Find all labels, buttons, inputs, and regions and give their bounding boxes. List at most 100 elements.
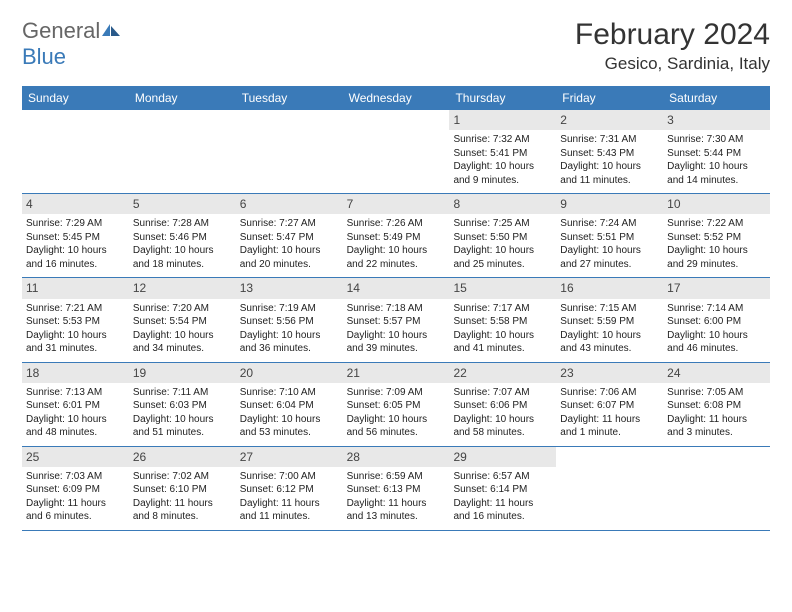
sunset-text: Sunset: 5:49 PM — [347, 231, 446, 245]
sunset-text: Sunset: 5:50 PM — [453, 231, 552, 245]
day-number: 10 — [663, 194, 770, 214]
daylight-text: Daylight: 10 hours and 18 minutes. — [133, 244, 232, 271]
sunrise-text: Sunrise: 7:15 AM — [560, 302, 659, 316]
daylight-text: Daylight: 10 hours and 16 minutes. — [26, 244, 125, 271]
brand-part2: Blue — [22, 44, 66, 69]
sunrise-text: Sunrise: 7:09 AM — [347, 386, 446, 400]
daylight-text: Daylight: 10 hours and 46 minutes. — [667, 329, 766, 356]
sunrise-text: Sunrise: 7:00 AM — [240, 470, 339, 484]
daylight-text: Daylight: 11 hours and 13 minutes. — [347, 497, 446, 524]
day-header: Monday — [129, 86, 236, 110]
daylight-text: Daylight: 10 hours and 25 minutes. — [453, 244, 552, 271]
daylight-text: Daylight: 10 hours and 39 minutes. — [347, 329, 446, 356]
daylight-text: Daylight: 10 hours and 48 minutes. — [26, 413, 125, 440]
calendar-week: 18Sunrise: 7:13 AMSunset: 6:01 PMDayligh… — [22, 363, 770, 447]
daylight-text: Daylight: 10 hours and 56 minutes. — [347, 413, 446, 440]
calendar-body: 1Sunrise: 7:32 AMSunset: 5:41 PMDaylight… — [22, 110, 770, 531]
sunset-text: Sunset: 6:04 PM — [240, 399, 339, 413]
day-number: 27 — [236, 447, 343, 467]
daylight-text: Daylight: 10 hours and 43 minutes. — [560, 329, 659, 356]
sunset-text: Sunset: 6:00 PM — [667, 315, 766, 329]
sunrise-text: Sunrise: 7:10 AM — [240, 386, 339, 400]
sunset-text: Sunset: 6:13 PM — [347, 483, 446, 497]
day-number: 13 — [236, 278, 343, 298]
day-header: Saturday — [663, 86, 770, 110]
sunset-text: Sunset: 6:06 PM — [453, 399, 552, 413]
calendar-day: 27Sunrise: 7:00 AMSunset: 6:12 PMDayligh… — [236, 447, 343, 530]
calendar-day: 14Sunrise: 7:18 AMSunset: 5:57 PMDayligh… — [343, 278, 450, 361]
sunset-text: Sunset: 6:09 PM — [26, 483, 125, 497]
sunrise-text: Sunrise: 7:25 AM — [453, 217, 552, 231]
calendar-day — [663, 447, 770, 530]
calendar-day: 23Sunrise: 7:06 AMSunset: 6:07 PMDayligh… — [556, 363, 663, 446]
calendar-day: 18Sunrise: 7:13 AMSunset: 6:01 PMDayligh… — [22, 363, 129, 446]
calendar-day: 2 Sunrise: 7:31 AMSunset: 5:43 PMDaylight… — [556, 110, 663, 193]
day-number: 19 — [129, 363, 236, 383]
day-number: 15 — [449, 278, 556, 298]
daylight-text: Daylight: 10 hours and 22 minutes. — [347, 244, 446, 271]
sunrise-text: Sunrise: 7:31 AM — [560, 133, 659, 147]
day-number: 4 — [22, 194, 129, 214]
sunset-text: Sunset: 6:08 PM — [667, 399, 766, 413]
daylight-text: Daylight: 10 hours and 11 minutes. — [560, 160, 659, 187]
calendar-day: 1Sunrise: 7:32 AMSunset: 5:41 PMDaylight… — [449, 110, 556, 193]
sunset-text: Sunset: 6:05 PM — [347, 399, 446, 413]
daylight-text: Daylight: 10 hours and 58 minutes. — [453, 413, 552, 440]
calendar-day: 21 Sunrise: 7:09 AMSunset: 6:05 PMDayligh… — [343, 363, 450, 446]
sunrise-text: Sunrise: 7:24 AM — [560, 217, 659, 231]
day-number: 28 — [343, 447, 450, 467]
sunset-text: Sunset: 5:43 PM — [560, 147, 659, 161]
calendar-day: 19Sunrise: 7:11 AMSunset: 6:03 PMDayligh… — [129, 363, 236, 446]
daylight-text: Daylight: 11 hours and 1 minute. — [560, 413, 659, 440]
sunrise-text: Sunrise: 7:30 AM — [667, 133, 766, 147]
brand-sail-icon — [100, 18, 122, 34]
daylight-text: Daylight: 11 hours and 11 minutes. — [240, 497, 339, 524]
daylight-text: Daylight: 10 hours and 51 minutes. — [133, 413, 232, 440]
calendar-day: 20Sunrise: 7:10 AMSunset: 6:04 PMDayligh… — [236, 363, 343, 446]
sunrise-text: Sunrise: 7:21 AM — [26, 302, 125, 316]
sunset-text: Sunset: 5:59 PM — [560, 315, 659, 329]
calendar-day: 24 Sunrise: 7:05 AMSunset: 6:08 PMDayligh… — [663, 363, 770, 446]
calendar-day: 9Sunrise: 7:24 AMSunset: 5:51 PMDaylight… — [556, 194, 663, 277]
calendar-day: 26Sunrise: 7:02 AMSunset: 6:10 PMDayligh… — [129, 447, 236, 530]
daylight-text: Daylight: 11 hours and 6 minutes. — [26, 497, 125, 524]
calendar-day: 7Sunrise: 7:26 AMSunset: 5:49 PMDaylight… — [343, 194, 450, 277]
day-number: 21 — [343, 363, 450, 383]
sunrise-text: Sunrise: 7:26 AM — [347, 217, 446, 231]
day-number: 29 — [449, 447, 556, 467]
title-block: February 2024 Gesico, Sardinia, Italy — [575, 18, 770, 74]
sunrise-text: Sunrise: 7:19 AM — [240, 302, 339, 316]
sunset-text: Sunset: 5:54 PM — [133, 315, 232, 329]
sunrise-text: Sunrise: 7:05 AM — [667, 386, 766, 400]
sunrise-text: Sunrise: 7:29 AM — [26, 217, 125, 231]
daylight-text: Daylight: 11 hours and 3 minutes. — [667, 413, 766, 440]
sunrise-text: Sunrise: 6:57 AM — [453, 470, 552, 484]
day-number: 8 — [449, 194, 556, 214]
sunrise-text: Sunrise: 7:20 AM — [133, 302, 232, 316]
sunset-text: Sunset: 6:01 PM — [26, 399, 125, 413]
day-header: Friday — [556, 86, 663, 110]
calendar-day — [556, 447, 663, 530]
calendar-day: 16Sunrise: 7:15 AMSunset: 5:59 PMDayligh… — [556, 278, 663, 361]
day-number: 11 — [22, 278, 129, 298]
sunrise-text: Sunrise: 7:28 AM — [133, 217, 232, 231]
day-header: Thursday — [449, 86, 556, 110]
calendar-week: 25Sunrise: 7:03 AMSunset: 6:09 PMDayligh… — [22, 447, 770, 531]
day-header: Tuesday — [236, 86, 343, 110]
daylight-text: Daylight: 10 hours and 53 minutes. — [240, 413, 339, 440]
sunset-text: Sunset: 5:57 PM — [347, 315, 446, 329]
calendar-week: 1Sunrise: 7:32 AMSunset: 5:41 PMDaylight… — [22, 110, 770, 194]
sunset-text: Sunset: 5:56 PM — [240, 315, 339, 329]
brand-part1: General — [22, 18, 100, 43]
calendar-week: 4Sunrise: 7:29 AMSunset: 5:45 PMDaylight… — [22, 194, 770, 278]
day-number: 24 — [663, 363, 770, 383]
day-number: 6 — [236, 194, 343, 214]
sunset-text: Sunset: 5:51 PM — [560, 231, 659, 245]
calendar-day: 11Sunrise: 7:21 AMSunset: 5:53 PMDayligh… — [22, 278, 129, 361]
calendar-day: 25Sunrise: 7:03 AMSunset: 6:09 PMDayligh… — [22, 447, 129, 530]
calendar-day — [129, 110, 236, 193]
day-number: 2 — [556, 110, 663, 130]
calendar-day: 5Sunrise: 7:28 AMSunset: 5:46 PMDaylight… — [129, 194, 236, 277]
sunrise-text: Sunrise: 7:03 AM — [26, 470, 125, 484]
sunrise-text: Sunrise: 6:59 AM — [347, 470, 446, 484]
